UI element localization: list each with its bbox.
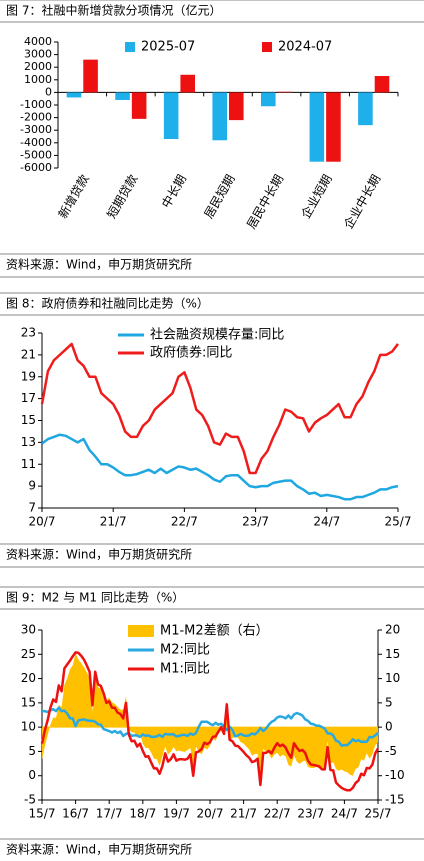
bar bbox=[309, 92, 325, 162]
x-tick-label: 企业短期 bbox=[298, 172, 335, 221]
x-tick-label: 20/7 bbox=[29, 515, 56, 529]
legend-label: 政府债券:同比 bbox=[150, 345, 232, 361]
legend-label: 2025-07 bbox=[141, 40, 195, 55]
x-tick-label: 短期贷款 bbox=[104, 172, 140, 221]
bar bbox=[261, 92, 276, 107]
chart-title: 图 8：政府债券和社融同比走势（%） bbox=[6, 296, 209, 311]
x-tick-label: 17/7 bbox=[96, 807, 123, 821]
line bbox=[42, 706, 379, 747]
y-tick-label: 20 bbox=[21, 671, 36, 685]
y-tick-label: 15 bbox=[21, 695, 36, 709]
x-tick-label: 25/7 bbox=[365, 807, 392, 821]
y-tick-label: 3000 bbox=[24, 48, 52, 61]
y-tick-label: -6000 bbox=[20, 161, 52, 174]
chart-title: 图 9：M2 与 M1 同比走势（%） bbox=[6, 591, 184, 605]
source: 资料来源：Wind，申万期货研究所 bbox=[6, 842, 192, 857]
x-tick-label: 企业中长期 bbox=[340, 172, 383, 231]
bar bbox=[229, 92, 244, 121]
y2-tick-label: -10 bbox=[385, 768, 405, 782]
x-tick-label: 22/7 bbox=[171, 515, 198, 529]
line bbox=[40, 651, 380, 792]
y-tick-label: 21 bbox=[21, 347, 36, 361]
y-tick-label: 30 bbox=[21, 623, 36, 637]
y-tick-label: -5 bbox=[24, 793, 36, 807]
y-tick-label: 2000 bbox=[24, 60, 52, 73]
x-tick-label: 中长期 bbox=[158, 172, 189, 211]
bar bbox=[131, 92, 147, 119]
bar bbox=[83, 59, 98, 93]
line bbox=[40, 342, 399, 475]
x-tick-label: 15/7 bbox=[29, 807, 56, 821]
bar bbox=[180, 74, 195, 93]
bar bbox=[277, 91, 293, 93]
bar bbox=[326, 92, 341, 162]
x-tick-label: 18/7 bbox=[129, 807, 156, 821]
x-tick-label: 新增贷款 bbox=[55, 172, 92, 221]
y-tick-label: 7 bbox=[28, 501, 36, 515]
y-tick-label: 25 bbox=[21, 647, 36, 661]
y-tick-label: 1000 bbox=[24, 73, 52, 86]
x-tick-label: 24/7 bbox=[313, 515, 340, 529]
x-tick-label: 19/7 bbox=[163, 807, 190, 821]
legend-swatch bbox=[125, 42, 135, 52]
legend-label: M2:同比 bbox=[160, 643, 210, 658]
legend-swatch bbox=[262, 42, 272, 52]
x-tick-label: 25/7 bbox=[385, 515, 412, 529]
y-tick-label: 4000 bbox=[24, 35, 52, 48]
y-tick-label: 10 bbox=[21, 720, 36, 734]
y-tick-label: 0 bbox=[45, 85, 52, 98]
y-tick-label: 9 bbox=[28, 479, 36, 493]
y2-tick-label: -5 bbox=[385, 744, 397, 758]
x-tick-label: 居民中长期 bbox=[243, 172, 286, 231]
bar bbox=[163, 92, 179, 140]
y-tick-label: 17 bbox=[21, 391, 36, 405]
bar bbox=[212, 92, 227, 141]
y-tick-label: 13 bbox=[21, 435, 36, 449]
y2-tick-label: -15 bbox=[385, 793, 405, 807]
bar bbox=[374, 76, 390, 93]
x-tick-label: 23/7 bbox=[242, 515, 269, 529]
legend-label: M1-M2差额（右） bbox=[160, 624, 269, 639]
y2-tick-label: 0 bbox=[385, 720, 393, 734]
bar bbox=[358, 92, 373, 126]
y2-tick-label: 15 bbox=[385, 647, 400, 661]
y-tick-label: 0 bbox=[28, 768, 36, 782]
x-tick-label: 16/7 bbox=[62, 807, 89, 821]
y-tick-label: -4000 bbox=[20, 136, 52, 149]
bar bbox=[115, 92, 130, 100]
y2-tick-label: 5 bbox=[385, 695, 393, 709]
legend-label: 2024-07 bbox=[278, 40, 332, 55]
y-tick-label: -2000 bbox=[20, 111, 52, 124]
line bbox=[41, 433, 399, 501]
y-tick-label: 15 bbox=[21, 413, 36, 427]
x-tick-label: 21/7 bbox=[100, 515, 127, 529]
bar bbox=[66, 92, 82, 98]
y-tick-label: 19 bbox=[21, 369, 36, 383]
legend-swatch bbox=[128, 625, 154, 637]
x-tick-label: 23/7 bbox=[297, 807, 324, 821]
x-tick-label: 居民短期 bbox=[201, 172, 237, 221]
area bbox=[42, 653, 378, 784]
x-tick-label: 20/7 bbox=[197, 807, 224, 821]
legend-label: M1:同比 bbox=[160, 662, 210, 677]
x-tick-label: 21/7 bbox=[230, 807, 257, 821]
chart-title: 图 7：社融中新增贷款分项情况（亿元） bbox=[6, 3, 221, 18]
source: 资料来源：Wind，申万期货研究所 bbox=[6, 547, 192, 562]
y-tick-label: -1000 bbox=[20, 98, 52, 111]
y-tick-label: 11 bbox=[21, 457, 36, 471]
y-tick-label: -3000 bbox=[20, 123, 52, 136]
y2-tick-label: 20 bbox=[385, 623, 400, 637]
x-tick-label: 22/7 bbox=[264, 807, 291, 821]
source: 资料来源：Wind，申万期货研究所 bbox=[6, 257, 192, 272]
legend-label: 社会融资规模存量:同比 bbox=[150, 327, 284, 343]
y-tick-label: 23 bbox=[21, 326, 36, 340]
x-tick-label: 24/7 bbox=[331, 807, 358, 821]
y2-tick-label: 10 bbox=[385, 671, 400, 685]
y-tick-label: 5 bbox=[28, 744, 36, 758]
y-tick-label: -5000 bbox=[20, 148, 52, 161]
